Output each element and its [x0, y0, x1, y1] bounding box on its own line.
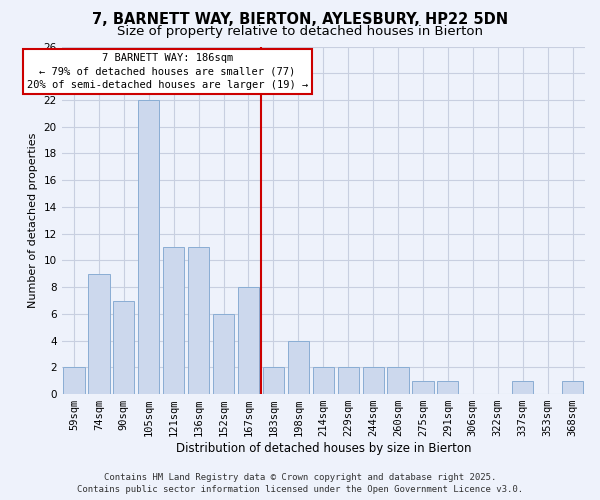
Bar — [163, 247, 184, 394]
Bar — [238, 287, 259, 394]
Bar — [388, 368, 409, 394]
Bar — [288, 340, 309, 394]
Text: 7, BARNETT WAY, BIERTON, AYLESBURY, HP22 5DN: 7, BARNETT WAY, BIERTON, AYLESBURY, HP22… — [92, 12, 508, 28]
Bar — [512, 380, 533, 394]
Text: Size of property relative to detached houses in Bierton: Size of property relative to detached ho… — [117, 25, 483, 38]
X-axis label: Distribution of detached houses by size in Bierton: Distribution of detached houses by size … — [176, 442, 471, 455]
Bar — [88, 274, 110, 394]
Bar — [437, 380, 458, 394]
Bar — [313, 368, 334, 394]
Bar — [412, 380, 434, 394]
Bar — [64, 368, 85, 394]
Bar — [263, 368, 284, 394]
Text: Contains HM Land Registry data © Crown copyright and database right 2025.
Contai: Contains HM Land Registry data © Crown c… — [77, 473, 523, 494]
Bar — [213, 314, 234, 394]
Bar — [338, 368, 359, 394]
Bar — [562, 380, 583, 394]
Bar — [188, 247, 209, 394]
Text: 7 BARNETT WAY: 186sqm
← 79% of detached houses are smaller (77)
20% of semi-deta: 7 BARNETT WAY: 186sqm ← 79% of detached … — [27, 53, 308, 90]
Bar — [362, 368, 384, 394]
Bar — [138, 100, 160, 394]
Y-axis label: Number of detached properties: Number of detached properties — [28, 132, 38, 308]
Bar — [113, 300, 134, 394]
